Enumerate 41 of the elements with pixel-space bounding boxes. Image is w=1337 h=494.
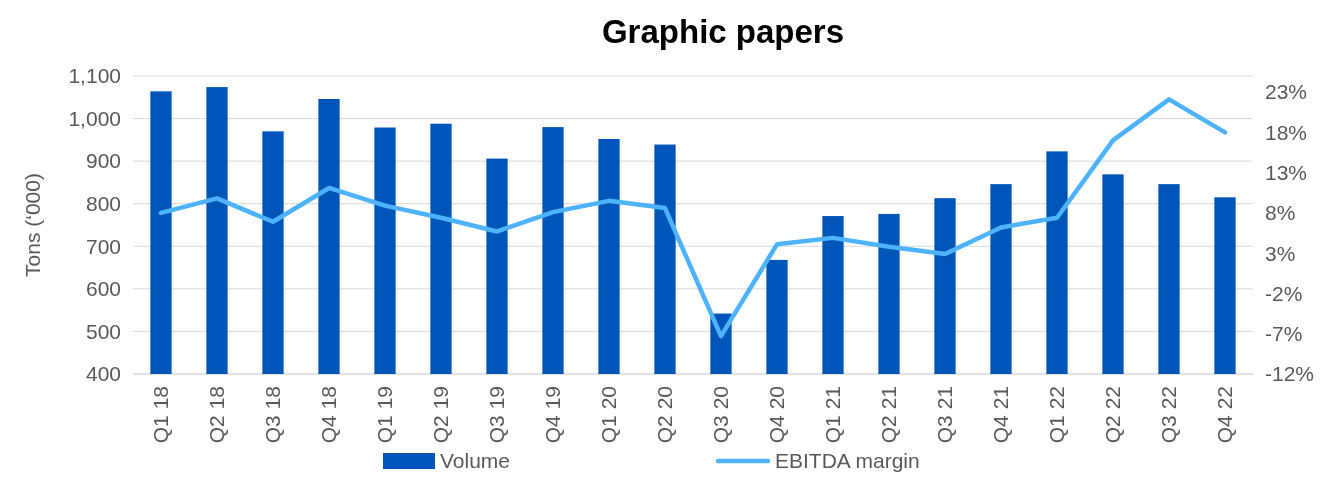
x-tick-label: Q4 22: [1213, 386, 1237, 444]
line-series: [158, 97, 1228, 339]
x-tick-label: Q4 18: [317, 386, 341, 444]
y2-tick-label: -12%: [1265, 362, 1315, 386]
x-tick-label: Q2 18: [205, 386, 229, 444]
y-tick-label: 1,000: [68, 106, 121, 130]
legend-label: EBITDA margin: [775, 449, 920, 473]
x-tick-label: Q1 21: [821, 386, 845, 444]
x-tick-label: Q3 21: [933, 386, 957, 444]
x-tick-label: Q4 19: [541, 386, 565, 444]
x-tick-label: Q2 22: [1101, 386, 1125, 444]
y2-tick-label: 13%: [1265, 161, 1308, 184]
x-tick-label: Q1 22: [1045, 386, 1069, 444]
y-tick-label: 1,100: [68, 64, 121, 88]
chart-title: Graphic papers: [601, 13, 845, 50]
y2-tick-label: 23%: [1265, 80, 1308, 104]
y-tick-label: 500: [85, 319, 121, 343]
y-tick-label: 800: [85, 192, 121, 216]
y2-tick-label: -7%: [1265, 322, 1303, 346]
y2-tick-label: 8%: [1265, 201, 1296, 225]
x-tick-label: Q4 20: [765, 386, 789, 444]
x-tick-label: Q4 21: [989, 386, 1013, 444]
x-tick-label: Q3 18: [261, 386, 285, 444]
x-tick-label: Q2 21: [877, 386, 901, 444]
y2-tick-label: -2%: [1265, 281, 1303, 305]
x-tick-label: Q2 19: [429, 386, 453, 444]
x-tick-label: Q3 20: [709, 386, 733, 444]
y-axis-title: Tons (‘000): [21, 173, 44, 277]
x-tick-label: Q1 19: [373, 386, 397, 444]
x-tick-label: Q2 20: [653, 386, 677, 444]
y2-tick-label: 18%: [1265, 120, 1308, 144]
x-tick-label: Q1 18: [149, 386, 173, 444]
y2-tick-label: 3%: [1265, 241, 1296, 265]
legend-label: Volume: [440, 449, 511, 473]
x-tick-label: Q3 22: [1157, 386, 1181, 444]
y-tick-label: 700: [85, 234, 121, 258]
y-tick-label: 600: [85, 277, 121, 301]
x-tick-label: Q1 20: [597, 386, 621, 444]
y-tick-label: 400: [85, 362, 121, 386]
y-tick-label: 900: [85, 149, 121, 173]
x-tick-label: Q3 19: [485, 386, 509, 444]
